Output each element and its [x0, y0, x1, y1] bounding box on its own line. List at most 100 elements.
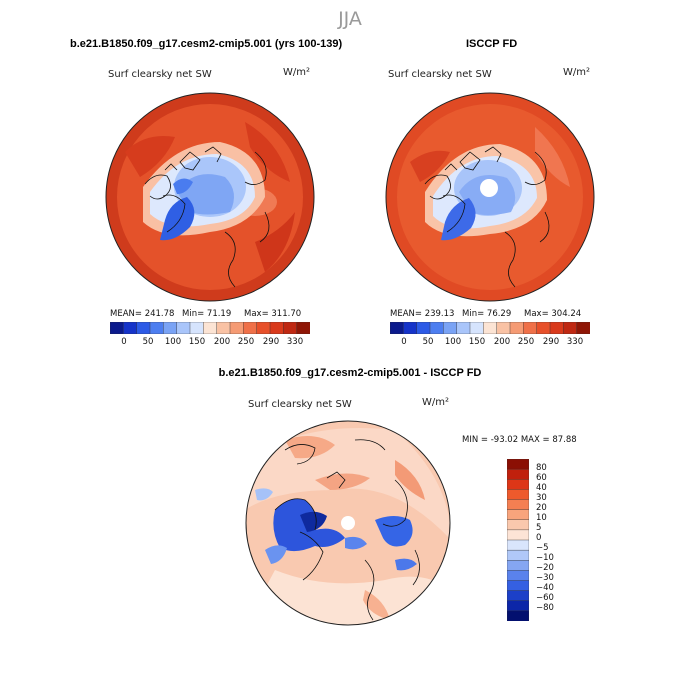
right-panel-min: Min= 76.29 — [462, 309, 512, 319]
diff-colorbar-swatch-11 — [507, 570, 529, 582]
right-colorbar-swatch-11 — [536, 322, 551, 334]
right-panel-mean: MEAN= 239.13 — [390, 309, 455, 319]
right-colorbar-swatch-14 — [576, 322, 590, 334]
left-tick-6: 290 — [262, 337, 280, 347]
diff-tick-7: 0 — [536, 533, 542, 543]
left-polar-map — [105, 92, 315, 302]
diff-colorbar-swatch-12 — [507, 580, 529, 592]
diff-tick-0: 80 — [536, 463, 547, 473]
right-tick-1: 50 — [422, 337, 434, 347]
left-colorbar-swatch-13 — [283, 322, 298, 334]
left-tick-0: 0 — [121, 337, 127, 347]
right-colorbar-swatch-12 — [549, 322, 564, 334]
diff-colorbar-swatch-13 — [507, 590, 529, 602]
right-colorbar-swatch-10 — [523, 322, 538, 334]
right-polar-map — [385, 92, 595, 302]
right-tick-0: 0 — [401, 337, 407, 347]
left-colorbar-swatch-9 — [229, 322, 244, 334]
left-panel-variable-label: Surf clearsky net SW — [108, 69, 212, 80]
left-panel-max: Max= 311.70 — [244, 309, 302, 319]
right-tick-5: 250 — [517, 337, 535, 347]
right-colorbar-swatch-9 — [509, 322, 524, 334]
right-colorbar-swatch-3 — [429, 322, 444, 334]
diff-colorbar-swatch-8 — [507, 539, 529, 551]
left-tick-4: 200 — [213, 337, 231, 347]
diff-tick-5: 10 — [536, 513, 547, 523]
right-colorbar-swatch-7 — [483, 322, 498, 334]
diff-tick-1: 60 — [536, 473, 547, 483]
diff-colorbar-swatch-3 — [507, 489, 529, 501]
right-colorbar-swatch-4 — [443, 322, 458, 334]
left-tick-5: 250 — [237, 337, 255, 347]
diff-tick-9: −10 — [536, 553, 554, 563]
diff-tick-10: −20 — [536, 563, 554, 573]
right-tick-7: 330 — [566, 337, 584, 347]
diff-tick-8: −5 — [536, 543, 549, 553]
right-colorbar — [390, 322, 590, 334]
diff-colorbar-swatch-0 — [507, 459, 529, 470]
right-tick-2: 100 — [444, 337, 462, 347]
left-colorbar-swatch-1 — [123, 322, 138, 334]
left-panel-mean: MEAN= 241.78 — [110, 309, 175, 319]
diff-colorbar-swatch-2 — [507, 479, 529, 490]
right-panel-units: W/m² — [563, 67, 591, 78]
left-colorbar-swatch-14 — [296, 322, 310, 334]
right-panel-variable-label: Surf clearsky net SW — [388, 69, 492, 80]
left-colorbar-swatch-2 — [136, 322, 151, 334]
left-colorbar-swatch-0 — [110, 322, 124, 334]
right-tick-6: 290 — [542, 337, 560, 347]
left-colorbar-swatch-7 — [203, 322, 218, 334]
left-colorbar-swatch-4 — [163, 322, 178, 334]
diff-tick-12: −40 — [536, 583, 554, 593]
diff-colorbar-swatch-9 — [507, 549, 529, 561]
left-colorbar — [110, 322, 310, 334]
diff-colorbar-swatch-1 — [507, 468, 529, 480]
right-panel-title: ISCCP FD — [466, 38, 518, 50]
left-panel-title: b.e21.B1850.f09_g17.cesm2-cmip5.001 (yrs… — [70, 38, 343, 50]
left-colorbar-swatch-12 — [269, 322, 284, 334]
diff-tick-4: 20 — [536, 503, 547, 513]
difference-polar-map — [245, 420, 451, 626]
left-tick-7: 330 — [286, 337, 304, 347]
left-tick-3: 150 — [188, 337, 206, 347]
right-colorbar-swatch-1 — [403, 322, 418, 334]
left-panel-units: W/m² — [283, 67, 311, 78]
diff-tick-13: −60 — [536, 593, 554, 603]
right-colorbar-swatch-8 — [496, 322, 511, 334]
left-tick-1: 50 — [142, 337, 154, 347]
diff-colorbar-swatch-10 — [507, 560, 529, 571]
diff-tick-3: 30 — [536, 493, 547, 503]
diff-panel-units: W/m² — [422, 397, 450, 408]
right-panel-max: Max= 304.24 — [524, 309, 582, 319]
right-tick-3: 150 — [468, 337, 486, 347]
left-colorbar-swatch-3 — [149, 322, 164, 334]
left-colorbar-swatch-10 — [243, 322, 258, 334]
left-tick-2: 100 — [164, 337, 182, 347]
right-colorbar-swatch-6 — [469, 322, 484, 334]
diff-colorbar-swatch-5 — [507, 509, 529, 521]
diff-tick-14: −80 — [536, 603, 554, 613]
diff-colorbar-swatch-14 — [507, 600, 529, 612]
right-colorbar-swatch-5 — [456, 322, 471, 334]
diff-colorbar-swatch-6 — [507, 519, 529, 531]
diff-colorbar-swatch-4 — [507, 499, 529, 511]
right-colorbar-swatch-2 — [416, 322, 431, 334]
diff-panel-variable-label: Surf clearsky net SW — [248, 399, 352, 410]
season-title: JJA — [338, 8, 362, 30]
diff-tick-6: 5 — [536, 523, 542, 533]
diff-panel-minmax: MIN = -93.02 MAX = 87.88 — [462, 435, 577, 445]
left-panel-min: Min= 71.19 — [182, 309, 232, 319]
diff-tick-2: 40 — [536, 483, 547, 493]
left-colorbar-swatch-5 — [176, 322, 191, 334]
diff-colorbar — [507, 459, 529, 621]
diff-tick-11: −30 — [536, 573, 554, 583]
left-colorbar-swatch-8 — [216, 322, 231, 334]
diff-panel-title: b.e21.B1850.f09_g17.cesm2-cmip5.001 - IS… — [218, 367, 482, 379]
right-colorbar-swatch-0 — [390, 322, 404, 334]
diff-colorbar-swatch-15 — [507, 610, 529, 621]
right-tick-4: 200 — [493, 337, 511, 347]
diff-colorbar-swatch-7 — [507, 529, 529, 541]
left-colorbar-swatch-11 — [256, 322, 271, 334]
right-colorbar-swatch-13 — [563, 322, 578, 334]
left-colorbar-swatch-6 — [189, 322, 204, 334]
